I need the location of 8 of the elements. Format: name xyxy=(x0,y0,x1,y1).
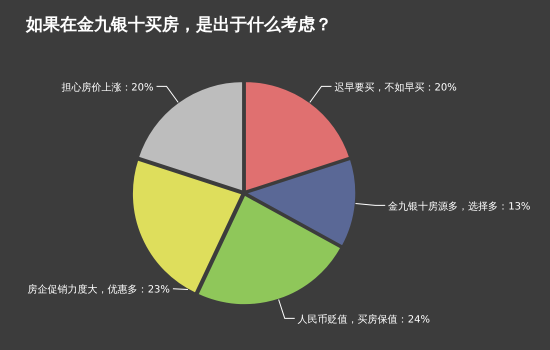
chart-title: 如果在金九银十买房，是出于什么考虑？ xyxy=(25,15,332,35)
slice-label: 房企促销力度大，优惠多：23% xyxy=(28,284,170,296)
slice-label: 迟早要买，不如早买：20% xyxy=(334,81,457,94)
slice-label: 担心房价上涨：20% xyxy=(61,81,154,94)
pie-slice xyxy=(197,194,342,306)
slice-label: 人民币贬值，买房保值：24% xyxy=(298,313,430,326)
slice-label: 金九银十房源多，选择多：13% xyxy=(388,200,530,212)
pie-slice xyxy=(245,158,357,247)
